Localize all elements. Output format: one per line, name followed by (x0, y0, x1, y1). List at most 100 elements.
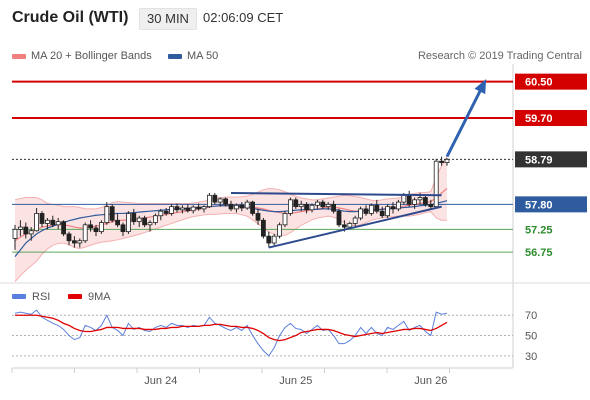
candle (298, 200, 304, 212)
candle-body (66, 233, 72, 242)
candle-body (363, 208, 369, 214)
candle (39, 211, 45, 228)
candle (55, 218, 61, 230)
candle-body (255, 213, 261, 221)
candle (158, 208, 164, 221)
candle-body (412, 199, 418, 205)
chart-legend: MA 20 + Bollinger Bands MA 50 Research ©… (0, 50, 590, 66)
candle-body (314, 201, 320, 206)
level-label-box-57.80 (515, 196, 587, 213)
candle (72, 236, 77, 248)
rsi-line (14, 309, 448, 357)
timeframe-badge[interactable]: 30 MIN (139, 8, 197, 30)
candle (50, 215, 56, 228)
candle (88, 220, 93, 232)
candle (212, 193, 218, 205)
candle-body (206, 194, 212, 208)
candle (120, 222, 126, 237)
candle (17, 220, 23, 237)
candle-body (185, 207, 191, 212)
candle-body (104, 206, 110, 223)
level-label-box-59.70 (515, 110, 587, 126)
candle (109, 204, 115, 223)
candle-body (320, 201, 326, 208)
candle-body (163, 210, 169, 214)
candle-body (45, 219, 50, 224)
candle-body (196, 206, 202, 210)
candle (304, 202, 310, 214)
candle-body (201, 206, 207, 210)
candle (66, 231, 72, 246)
candle-body (385, 206, 391, 217)
candle-body (109, 206, 115, 221)
candle-body (309, 204, 315, 211)
level-label-57.25: 57.25 (525, 224, 553, 236)
level-label-59.70: 59.70 (525, 113, 553, 125)
level-label-58.79: 58.79 (525, 154, 553, 166)
level-label-57.80: 57.80 (525, 199, 553, 211)
candle (142, 215, 148, 228)
candle (34, 208, 39, 232)
candle (61, 220, 66, 237)
candle (239, 202, 245, 212)
candle-body (433, 160, 439, 208)
candle-body (39, 213, 45, 224)
candle-body (28, 230, 34, 235)
candle-body (120, 224, 126, 233)
candle-body (439, 160, 445, 163)
bollinger-lower (14, 211, 447, 282)
candle (77, 238, 83, 248)
candle (185, 204, 191, 213)
candle-body (390, 206, 396, 210)
candle (131, 208, 137, 225)
candle-body (358, 208, 364, 219)
candle (244, 199, 250, 210)
candle-body (417, 197, 423, 201)
candle (390, 202, 396, 214)
candle (385, 204, 391, 218)
candle (277, 222, 283, 239)
candle (368, 203, 374, 216)
candle (255, 208, 261, 225)
candle-body (282, 213, 288, 226)
bollinger-band (15, 156, 447, 282)
legend-item-ma20: MA 20 + Bollinger Bands (12, 50, 152, 62)
candle (201, 205, 207, 213)
candle-body (341, 224, 347, 228)
candle (428, 199, 434, 209)
rsi-legend-swatch (12, 294, 26, 299)
rsi-legend-label: RSI (32, 291, 50, 303)
chart-header: Crude Oil (WTI) 30 MIN 02:06:09 CET (0, 0, 590, 36)
rsi-tick-label: 30 (525, 351, 537, 363)
candle (126, 211, 131, 234)
candle-body (250, 201, 256, 214)
candle-body (12, 228, 18, 239)
candle-body (395, 201, 401, 210)
candle-body (179, 207, 185, 211)
candle (82, 222, 88, 243)
timestamp: 02:06:09 CET (203, 10, 284, 25)
candle-body (50, 219, 56, 226)
trend-line (268, 205, 442, 249)
candle-body (212, 194, 218, 203)
candle-body (99, 222, 104, 233)
rsi-tick-label: 50 (525, 331, 537, 343)
candle (179, 205, 185, 214)
candle (374, 199, 380, 214)
candle-body (428, 203, 434, 208)
candle-body (228, 203, 234, 210)
candle-body (174, 206, 180, 211)
level-label-60.50: 60.50 (525, 77, 553, 89)
candle-body (325, 203, 331, 208)
candle (190, 205, 196, 214)
legend-label-ma50: MA 50 (187, 50, 219, 62)
time-tick-label: Jun 24 (144, 375, 177, 387)
candle (422, 194, 428, 207)
candle (136, 215, 142, 228)
candle (174, 203, 180, 213)
time-tick-label: Jun 25 (279, 375, 312, 387)
candle (23, 222, 29, 239)
candle-body (126, 213, 131, 233)
candle (309, 203, 315, 213)
